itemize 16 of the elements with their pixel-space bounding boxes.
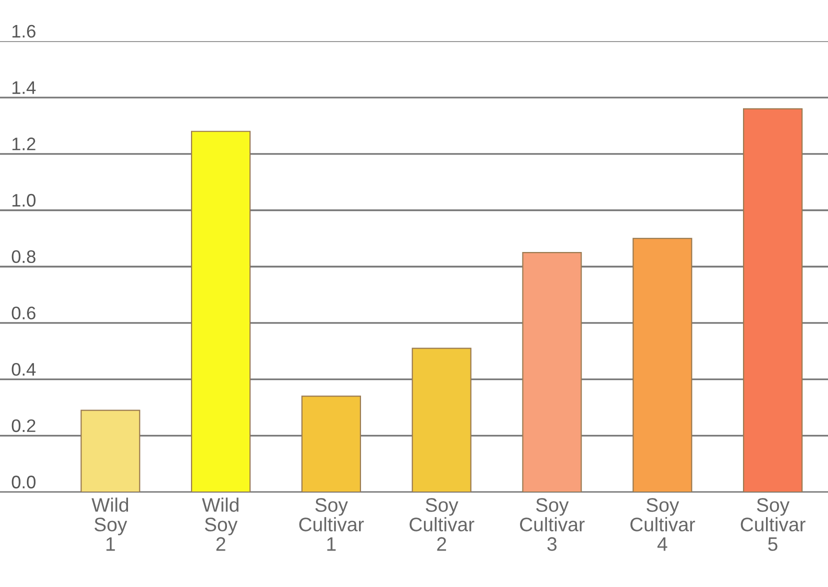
y-tick-label: 0.6 — [12, 306, 36, 320]
y-tick-label: 0.2 — [12, 419, 36, 432]
x-tick-label: Wild Soy 2 — [202, 498, 238, 551]
x-tick-label: Soy Cultivar 3 — [520, 498, 585, 551]
x-tick-label: Soy Cultivar 2 — [410, 498, 474, 551]
y-tick-label: 1.0 — [12, 194, 36, 207]
y-tick-label: 0.0 — [12, 476, 36, 488]
y-tick-label: 1.2 — [12, 138, 36, 150]
x-tick-label: Soy Cultivar 1 — [299, 498, 364, 551]
x-tick-label: Soy Cultivar 4 — [630, 498, 696, 551]
y-tick-label: 0.4 — [12, 362, 36, 376]
y-tick-label: 1.4 — [12, 81, 36, 94]
y-tick-label: 0.8 — [12, 250, 36, 264]
x-tick-label: Soy Cultivar 5 — [740, 498, 806, 551]
y-tick-label: 1.6 — [12, 24, 36, 38]
x-tick-label: Wild Soy 1 — [92, 498, 128, 551]
